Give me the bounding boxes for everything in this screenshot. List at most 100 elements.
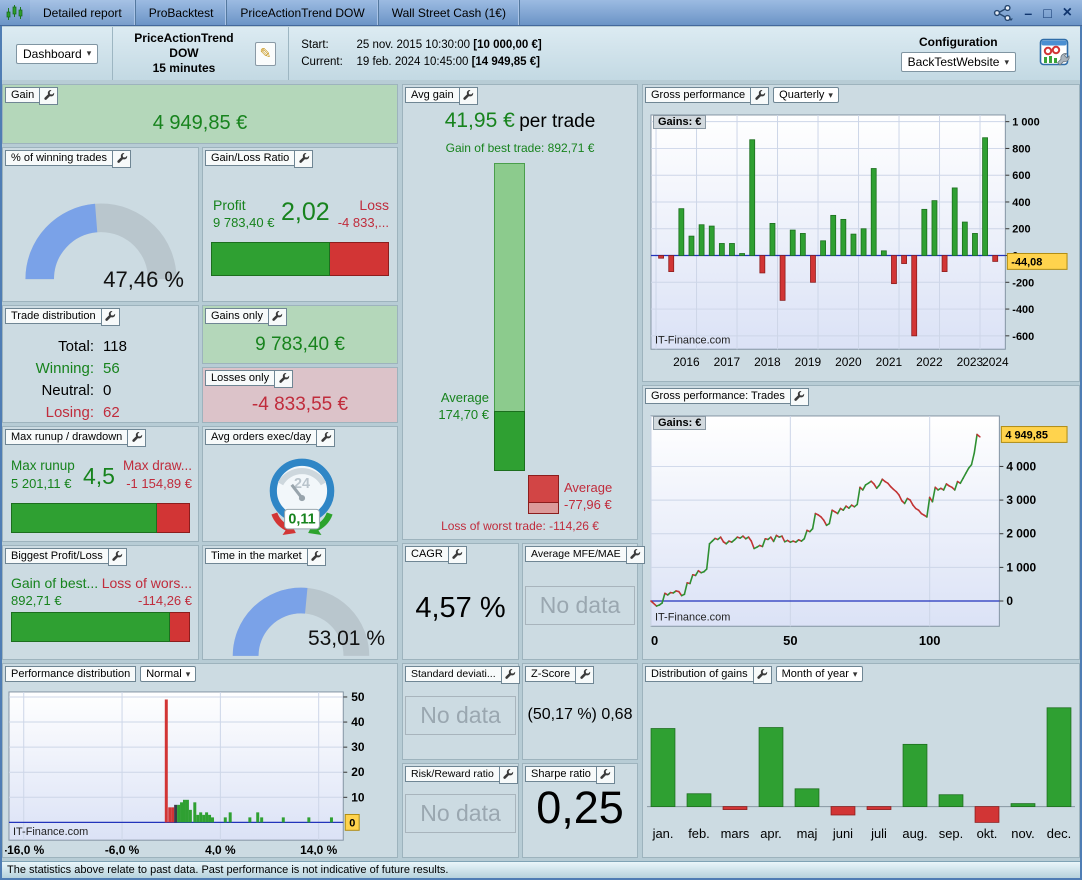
panel-settings-button[interactable] — [595, 766, 615, 784]
wrench-icon — [600, 769, 611, 779]
best-gain-block: Gain of best... 892,71 € — [11, 574, 98, 610]
panel-title: Gross performance: Trades — [645, 388, 791, 404]
report-header: Dashboard ▾ PriceActionTrend DOW 15 minu… — [2, 27, 1080, 80]
panel-gross-performance-quarterly: Gross performance Quarterly ▾ Gains: € 2… — [642, 84, 1080, 382]
close-button[interactable]: × — [1062, 3, 1072, 21]
panel-losses-only: Losses only -4 833,55 € — [202, 367, 398, 423]
configuration-dropdown[interactable]: BackTestWebsite ▾ — [900, 52, 1016, 72]
avg-gain-value: 41,95 € — [444, 109, 515, 132]
panel-settings-button[interactable] — [789, 388, 809, 406]
period-dropdown[interactable]: Quarterly ▾ — [773, 87, 839, 103]
panel-title: % of winning trades — [5, 150, 113, 166]
period-dropdown[interactable]: Month of year ▾ — [775, 666, 864, 682]
best-gain-value: 892,71 € — [11, 593, 62, 608]
maximize-button[interactable]: □ — [1043, 4, 1052, 21]
svg-text:30: 30 — [351, 740, 365, 754]
edit-strategy-button[interactable]: ✎ — [254, 41, 277, 66]
time-in-market-value: 53,01 % — [307, 627, 385, 650]
panel-title: Time in the market — [205, 548, 308, 564]
panel-settings-button[interactable] — [100, 308, 120, 326]
report-settings-icon — [1039, 38, 1070, 66]
panel-title: Risk/Reward ratio — [405, 766, 500, 782]
titlebar-tab[interactable]: Wall Street Cash (1€) — [379, 0, 520, 25]
gain-loss-bar — [211, 242, 389, 276]
panel-cagr: CAGR 4,57 % — [402, 543, 519, 660]
strategy-section: PriceActionTrend DOW 15 minutes ✎ — [112, 27, 288, 80]
drawdown-label: Max draw... — [122, 458, 192, 473]
strategy-timeframe: 15 minutes — [152, 61, 216, 75]
svg-text:50: 50 — [351, 690, 365, 704]
titlebar-tab[interactable]: ProBacktest — [136, 0, 228, 25]
chevron-down-icon: ▾ — [852, 668, 858, 679]
panel-settings-button[interactable] — [274, 370, 294, 388]
trade-dist-label: Losing: — [45, 404, 94, 421]
panel-title: Losses only — [205, 370, 276, 386]
panel-settings-button[interactable] — [752, 666, 772, 684]
winning-trades-gauge — [25, 203, 177, 280]
monthly-gains-bar-chart: jan. feb. mars apr. maj juni juli aug. sep. okt. n… — [646, 707, 1076, 841]
panel-gain-loss-ratio: Gain/Loss Ratio Profit 9 783,40 € 2,02 L… — [202, 147, 398, 302]
panel-title: Sharpe ratio — [525, 766, 597, 782]
titlebar-tab[interactable]: PriceActionTrend DOW — [227, 0, 379, 25]
panel-settings-button[interactable] — [306, 548, 326, 566]
panel-gain: Gain 4 949,85 € — [2, 84, 398, 144]
panel-title: Gross performance — [645, 87, 752, 103]
loss-block: Loss -4 833,... — [338, 196, 389, 232]
panel-title: Biggest Profit/Loss — [5, 548, 109, 564]
gain-loss-ratio-value: 2,02 — [281, 198, 330, 226]
distribution-mode-dropdown[interactable]: Normal ▾ — [140, 666, 197, 682]
trade-dist-label: Neutral: — [41, 382, 94, 399]
dashboard-dropdown[interactable]: Dashboard ▾ — [16, 43, 99, 64]
report-settings-button[interactable] — [1038, 37, 1072, 71]
panel-title: Gain — [5, 87, 41, 103]
current-label: Current: — [301, 55, 343, 68]
panel-settings-button[interactable] — [294, 150, 314, 168]
dashboard-section: Dashboard ▾ — [2, 27, 112, 80]
series-label-chip: Gains: € — [653, 115, 707, 129]
panel-settings-button[interactable] — [575, 666, 595, 684]
svg-text:IT-Finance.com: IT-Finance.com — [655, 611, 730, 623]
wrench-icon — [579, 669, 590, 679]
panel-title: Standard deviati... — [405, 666, 502, 682]
svg-text:-600: -600 — [1012, 331, 1034, 343]
wrench-icon — [320, 432, 331, 442]
panel-winning-trades: % of winning trades 47,46 % — [2, 147, 199, 302]
svg-text:1 000: 1 000 — [1012, 117, 1039, 129]
panel-avg-gain: Avg gain 41,95 € per trade Gain of best … — [402, 84, 638, 540]
panel-performance-distribution: Performance distribution Normal ▾ -16,0 … — [2, 663, 398, 858]
panel-settings-button[interactable] — [498, 766, 518, 784]
svg-text:maj: maj — [797, 826, 818, 841]
svg-text:10: 10 — [351, 790, 365, 804]
panel-settings-button[interactable] — [447, 546, 467, 564]
panel-settings-button[interactable] — [500, 666, 520, 684]
panel-avg-orders: Avg orders exec/day 24 0,11 — [202, 426, 398, 542]
svg-text:2020: 2020 — [835, 355, 862, 369]
panel-settings-button[interactable] — [750, 87, 770, 105]
panel-risk-reward: Risk/Reward ratio No data — [402, 763, 519, 858]
start-date: 25 nov. 2015 10:30:00 — [356, 38, 471, 51]
panel-settings-button[interactable] — [316, 429, 336, 447]
panel-settings-button[interactable] — [112, 150, 131, 168]
panel-settings-button[interactable] — [127, 429, 147, 447]
panel-settings-button[interactable] — [107, 548, 127, 566]
panel-settings-button[interactable] — [267, 308, 287, 326]
runup-value: 5 201,11 € — [11, 476, 72, 491]
svg-text:0: 0 — [1006, 594, 1013, 608]
svg-text:100: 100 — [919, 633, 941, 648]
clock-24h-icon: 24 0,11 — [269, 458, 335, 535]
titlebar-tab[interactable]: Detailed report — [30, 0, 136, 25]
svg-text:4,0 %: 4,0 % — [205, 843, 236, 855]
trade-dist-value: 118 — [103, 338, 127, 355]
minimize-button[interactable]: – — [1024, 4, 1033, 21]
svg-text:2021: 2021 — [876, 355, 903, 369]
panel-settings-button[interactable] — [458, 87, 478, 105]
share-icon[interactable] — [993, 4, 1014, 21]
svg-text:juni: juni — [832, 826, 853, 841]
std-dev-no-data: No data — [405, 696, 516, 735]
svg-text:nov.: nov. — [1011, 826, 1034, 841]
panel-settings-button[interactable] — [625, 546, 645, 564]
panel-settings-button[interactable] — [39, 87, 59, 105]
gain-value: 4 949,85 € — [152, 112, 248, 134]
time-in-market-gauge — [232, 587, 370, 657]
